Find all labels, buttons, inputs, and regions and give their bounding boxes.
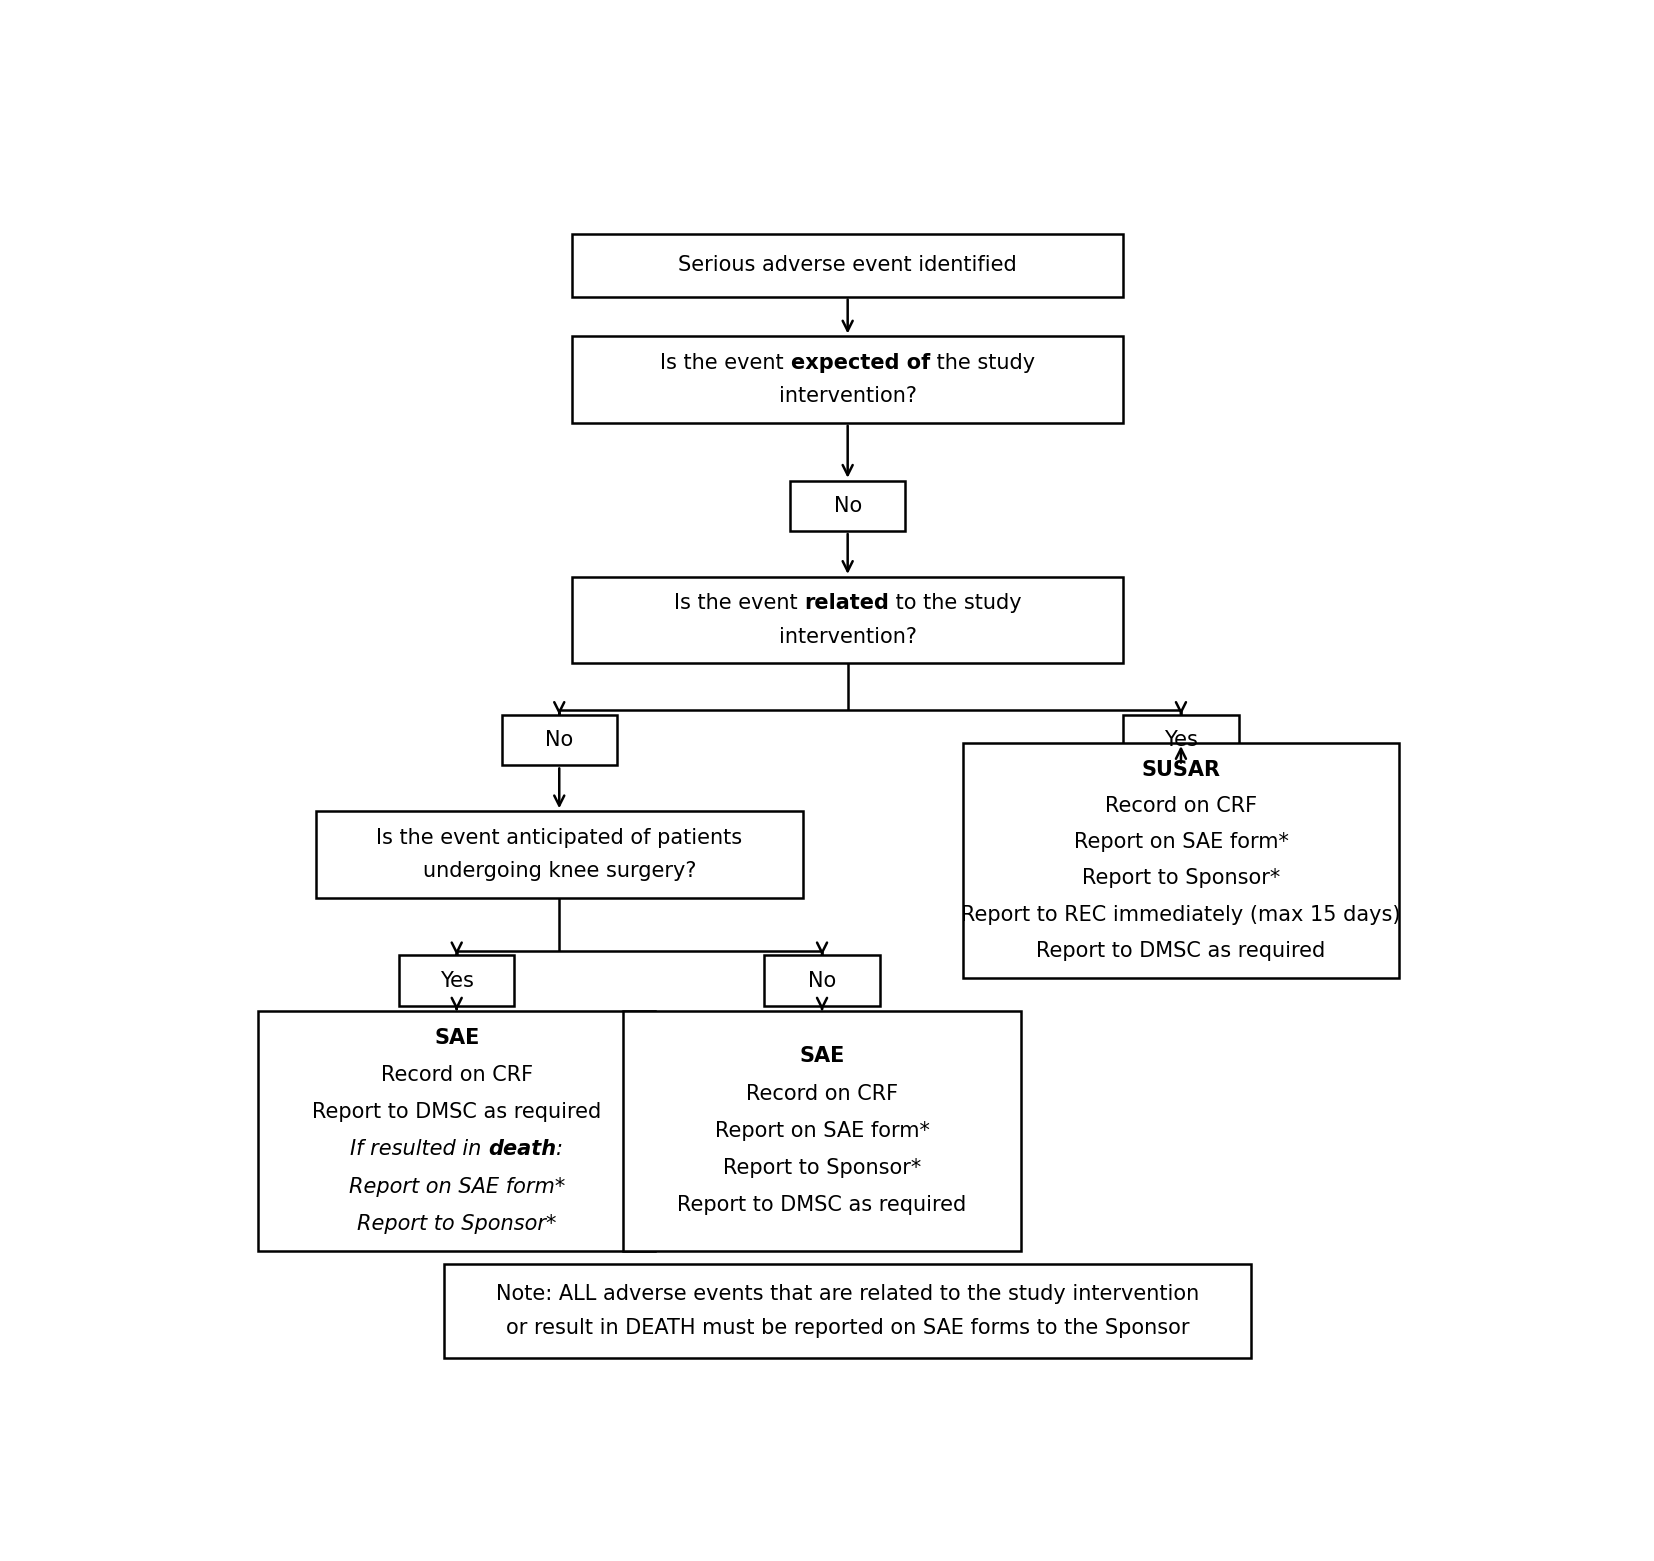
Text: related: related [804, 593, 888, 613]
Text: Yes: Yes [440, 971, 473, 991]
Text: or result in DEATH must be reported on SAE forms to the Sponsor: or result in DEATH must be reported on S… [506, 1317, 1189, 1338]
Text: :: : [556, 1140, 564, 1160]
Text: expected of: expected of [791, 353, 930, 373]
Text: Report to Sponsor*: Report to Sponsor* [357, 1214, 556, 1235]
Bar [399, 955, 514, 1005]
Bar [443, 1264, 1252, 1358]
Text: intervention?: intervention? [779, 387, 916, 406]
Bar [624, 1010, 1021, 1250]
Text: SAE: SAE [799, 1046, 845, 1066]
Text: No: No [807, 971, 837, 991]
Text: Serious adverse event identified: Serious adverse event identified [678, 256, 1017, 275]
Text: Record on CRF: Record on CRF [1105, 796, 1257, 816]
Text: Report on SAE form*: Report on SAE form* [1073, 832, 1288, 852]
Text: Yes: Yes [1164, 731, 1197, 751]
Text: Record on CRF: Record on CRF [380, 1065, 533, 1085]
Bar [572, 576, 1123, 663]
Text: intervention?: intervention? [779, 628, 916, 646]
Text: If resulted in: If resulted in [351, 1140, 488, 1160]
Text: Record on CRF: Record on CRF [746, 1083, 898, 1104]
Text: Report to Sponsor*: Report to Sponsor* [1082, 868, 1280, 888]
Bar [501, 715, 617, 765]
Bar [316, 812, 802, 898]
Text: Is the event: Is the event [660, 353, 791, 373]
Text: Report to DMSC as required: Report to DMSC as required [678, 1196, 966, 1216]
Text: Report to DMSC as required: Report to DMSC as required [313, 1102, 602, 1122]
Bar [258, 1010, 655, 1250]
Text: No: No [546, 731, 574, 751]
Text: undergoing knee surgery?: undergoing knee surgery? [422, 862, 696, 882]
Text: Is the event anticipated of patients: Is the event anticipated of patients [375, 827, 743, 848]
Text: Report to Sponsor*: Report to Sponsor* [723, 1158, 921, 1179]
Bar [764, 955, 880, 1005]
Bar [963, 743, 1399, 977]
Text: death: death [488, 1140, 556, 1160]
Bar [791, 481, 905, 531]
Text: to the study: to the study [888, 593, 1022, 613]
Bar [572, 336, 1123, 423]
Text: Is the event: Is the event [673, 593, 804, 613]
Bar [572, 234, 1123, 297]
Text: Report on SAE form*: Report on SAE form* [715, 1121, 930, 1141]
Text: Report to REC immediately (max 15 days): Report to REC immediately (max 15 days) [961, 904, 1401, 924]
Text: Report to DMSC as required: Report to DMSC as required [1037, 941, 1325, 960]
Text: SUSAR: SUSAR [1141, 760, 1221, 780]
Text: the study: the study [930, 353, 1035, 373]
Text: SAE: SAE [433, 1027, 480, 1047]
Bar [1123, 715, 1239, 765]
Text: Note: ALL adverse events that are related to the study intervention: Note: ALL adverse events that are relate… [496, 1285, 1199, 1305]
Text: No: No [834, 496, 862, 515]
Text: Report on SAE form*: Report on SAE form* [349, 1177, 566, 1197]
